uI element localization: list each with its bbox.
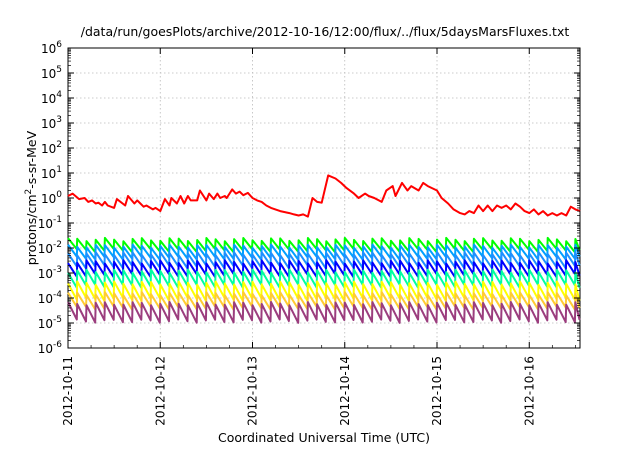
x-tick-label: 2012-10-12	[153, 356, 167, 426]
y-tick-label-exp: -1	[53, 215, 62, 225]
y-tick-label: 10-1	[38, 215, 62, 231]
y-tick-label-exp: 0	[56, 190, 62, 200]
y-tick-label-exp: -3	[53, 265, 62, 275]
y-tick-label-exp: -4	[53, 290, 62, 300]
y-tick-label: 10-6	[38, 340, 63, 356]
series-line	[67, 236, 581, 254]
series-line	[67, 301, 581, 324]
y-tick-label-exp: 2	[56, 140, 62, 150]
chart-title: /data/run/goesPlots/archive/2012-10-16/1…	[81, 24, 570, 39]
y-axis-label-base: protons/cm	[24, 194, 39, 265]
y-tick-label-base: 10	[41, 67, 56, 81]
y-tick-label-base: 10	[38, 292, 53, 306]
y-tick-label-exp: 4	[56, 90, 62, 100]
series-line	[67, 259, 581, 279]
y-tick-label-base: 10	[41, 42, 56, 56]
x-axis: 2012-10-11 2012-10-12 2012-10-13 2012-10-14…	[61, 48, 576, 426]
x-tick-label: 2012-10-15	[430, 356, 444, 426]
y-tick-label-base: 10	[38, 342, 53, 356]
x-tick-label: 2012-10-11	[61, 356, 75, 426]
y-axis-label-tail: -s-sr-MeV	[24, 130, 39, 188]
series-line	[67, 251, 581, 270]
x-tick-label: 2012-10-14	[338, 356, 352, 426]
y-tick-label-exp: 1	[56, 165, 62, 175]
x-axis-label: Coordinated Universal Time (UTC)	[218, 430, 430, 445]
series-group	[67, 174, 581, 324]
y-tick-label-base: 10	[38, 317, 53, 331]
y-tick-label-exp: -6	[53, 340, 62, 350]
y-tick-label: 102	[41, 140, 62, 156]
y-tick-label-base: 10	[41, 117, 56, 131]
y-axis-label: protons/cm2-s-sr-MeV	[24, 130, 39, 265]
x-tick-label: 2012-10-16	[522, 356, 536, 426]
series-line	[67, 268, 581, 289]
y-tick-label-base: 10	[41, 142, 56, 156]
y-axis-label-sup: 2	[24, 189, 34, 195]
y-tick-label-base: 10	[38, 267, 53, 281]
y-tick-label-base: 10	[41, 167, 56, 181]
y-tick-label-base: 10	[41, 92, 56, 106]
y-tick-label-exp: 3	[56, 115, 62, 125]
y-tick-label-exp: 6	[56, 40, 62, 50]
y-tick-label: 105	[41, 65, 62, 81]
y-tick-label: 10-4	[38, 290, 63, 306]
y-tick-label: 10-2	[38, 240, 62, 256]
y-tick-label: 101	[41, 165, 62, 181]
y-tick-label-exp: -2	[53, 240, 62, 250]
y-tick-label: 100	[41, 190, 62, 206]
y-tick-label: 10-5	[38, 315, 62, 331]
series-line	[67, 291, 581, 311]
y-tick-label-base: 10	[38, 242, 53, 256]
y-tick-label: 104	[41, 90, 62, 106]
series-line	[67, 280, 581, 302]
y-tick-label-base: 10	[41, 192, 56, 206]
y-axis: 10-610-510-410-310-210-11001011021031041…	[38, 40, 580, 356]
y-tick-label-exp: -5	[53, 315, 62, 325]
y-tick-label: 106	[41, 40, 62, 56]
y-tick-label: 10-3	[38, 265, 62, 281]
y-tick-label-exp: 5	[56, 65, 62, 75]
y-tick-label-base: 10	[38, 217, 53, 231]
y-tick-label: 103	[41, 115, 62, 131]
x-tick-label: 2012-10-13	[246, 356, 260, 426]
series-line	[67, 174, 581, 218]
